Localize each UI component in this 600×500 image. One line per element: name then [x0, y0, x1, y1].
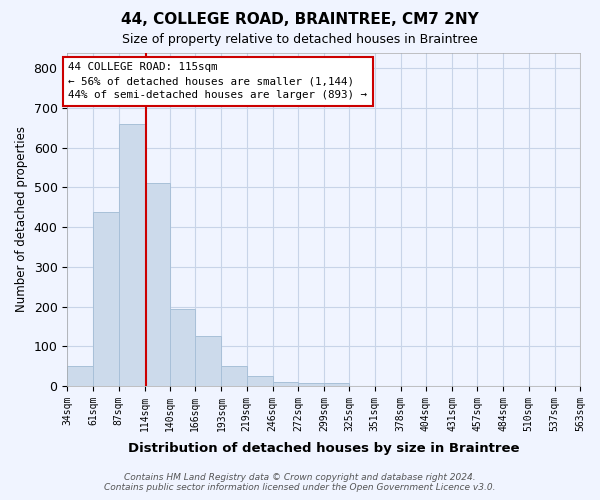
- Bar: [195, 336, 221, 386]
- Bar: [221, 366, 247, 386]
- Bar: [298, 382, 324, 386]
- Text: 44, COLLEGE ROAD, BRAINTREE, CM7 2NY: 44, COLLEGE ROAD, BRAINTREE, CM7 2NY: [121, 12, 479, 28]
- Bar: [247, 376, 273, 386]
- Bar: [94, 212, 119, 386]
- X-axis label: Distribution of detached houses by size in Braintree: Distribution of detached houses by size …: [128, 442, 520, 455]
- Bar: [273, 382, 298, 386]
- Text: Contains HM Land Registry data © Crown copyright and database right 2024.
Contai: Contains HM Land Registry data © Crown c…: [104, 473, 496, 492]
- Bar: [67, 366, 94, 386]
- Y-axis label: Number of detached properties: Number of detached properties: [15, 126, 28, 312]
- Bar: [324, 382, 349, 386]
- Bar: [170, 310, 195, 386]
- Text: 44 COLLEGE ROAD: 115sqm
← 56% of detached houses are smaller (1,144)
44% of semi: 44 COLLEGE ROAD: 115sqm ← 56% of detache…: [68, 62, 367, 100]
- Bar: [119, 124, 145, 386]
- Bar: [145, 184, 170, 386]
- Text: Size of property relative to detached houses in Braintree: Size of property relative to detached ho…: [122, 32, 478, 46]
